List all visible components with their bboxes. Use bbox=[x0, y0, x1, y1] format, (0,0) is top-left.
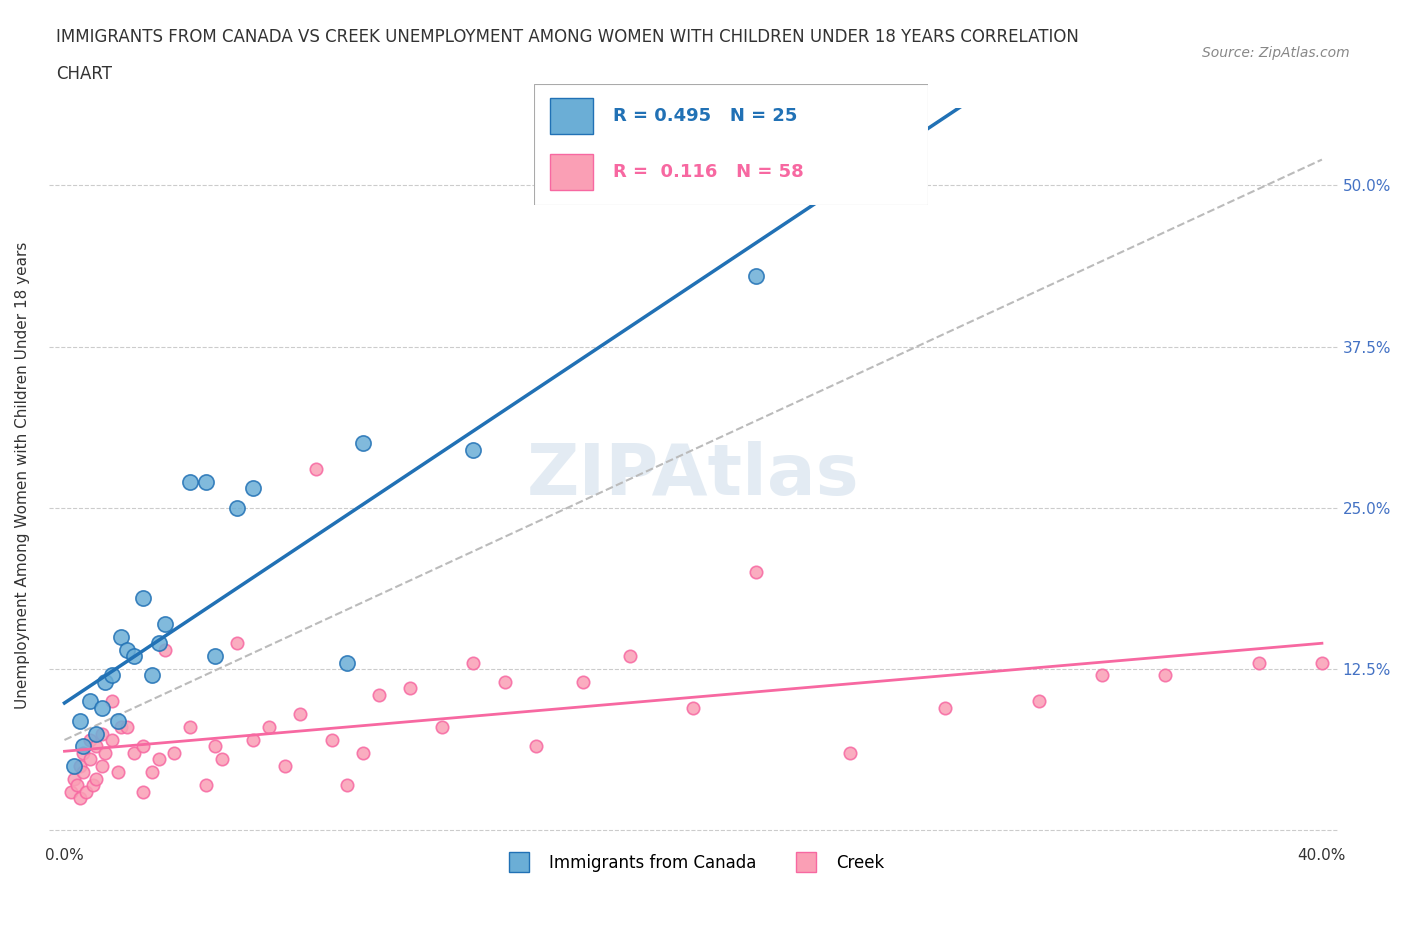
Y-axis label: Unemployment Among Women with Children Under 18 years: Unemployment Among Women with Children U… bbox=[15, 242, 30, 710]
FancyBboxPatch shape bbox=[534, 84, 928, 205]
Point bbox=[69, 713, 91, 728]
Point bbox=[153, 617, 176, 631]
Point bbox=[1028, 694, 1050, 709]
Point bbox=[132, 739, 155, 754]
Point bbox=[79, 694, 101, 709]
Point bbox=[66, 777, 89, 792]
Point bbox=[204, 739, 226, 754]
Point bbox=[572, 674, 595, 689]
Point bbox=[100, 733, 122, 748]
Point bbox=[290, 707, 312, 722]
Point bbox=[839, 746, 862, 761]
Point bbox=[72, 739, 94, 754]
Point bbox=[194, 474, 217, 489]
Point bbox=[69, 758, 91, 773]
Point bbox=[79, 751, 101, 766]
Point bbox=[336, 777, 359, 792]
Point bbox=[100, 694, 122, 709]
Point bbox=[110, 630, 132, 644]
Point bbox=[141, 668, 163, 683]
Point bbox=[1310, 655, 1333, 670]
Point bbox=[463, 655, 485, 670]
Point bbox=[399, 681, 422, 696]
Point bbox=[179, 720, 201, 735]
Point bbox=[257, 720, 280, 735]
Point bbox=[336, 655, 359, 670]
Point bbox=[1247, 655, 1270, 670]
Point bbox=[242, 733, 264, 748]
Point bbox=[352, 436, 374, 451]
Point bbox=[321, 733, 343, 748]
Point bbox=[84, 726, 107, 741]
FancyBboxPatch shape bbox=[550, 99, 593, 135]
Text: Source: ZipAtlas.com: Source: ZipAtlas.com bbox=[1202, 46, 1350, 60]
Point bbox=[745, 565, 768, 579]
Point bbox=[63, 758, 86, 773]
Point bbox=[430, 720, 453, 735]
Point bbox=[463, 443, 485, 458]
Point bbox=[94, 746, 117, 761]
Point bbox=[194, 777, 217, 792]
Point bbox=[110, 720, 132, 735]
Point bbox=[242, 481, 264, 496]
Point bbox=[107, 713, 129, 728]
Point bbox=[226, 636, 249, 651]
Point bbox=[619, 649, 641, 664]
Point bbox=[91, 726, 114, 741]
Point bbox=[163, 746, 186, 761]
Point bbox=[494, 674, 516, 689]
Point bbox=[69, 790, 91, 805]
Point bbox=[91, 758, 114, 773]
Point bbox=[934, 700, 956, 715]
Point bbox=[179, 474, 201, 489]
Text: R =  0.116   N = 58: R = 0.116 N = 58 bbox=[613, 163, 804, 181]
Point bbox=[226, 500, 249, 515]
Point bbox=[100, 668, 122, 683]
Point bbox=[122, 746, 145, 761]
Point bbox=[79, 733, 101, 748]
Point bbox=[148, 751, 170, 766]
Point bbox=[72, 764, 94, 779]
Point bbox=[352, 746, 374, 761]
Point bbox=[94, 674, 117, 689]
Point bbox=[107, 764, 129, 779]
Point bbox=[305, 461, 328, 476]
Legend: Immigrants from Canada, Creek: Immigrants from Canada, Creek bbox=[495, 847, 891, 879]
Point bbox=[59, 784, 82, 799]
Point bbox=[153, 643, 176, 658]
Point bbox=[132, 591, 155, 605]
Point bbox=[84, 771, 107, 786]
Point bbox=[148, 636, 170, 651]
Point bbox=[91, 700, 114, 715]
Text: R = 0.495   N = 25: R = 0.495 N = 25 bbox=[613, 107, 797, 126]
Point bbox=[117, 720, 139, 735]
Point bbox=[84, 739, 107, 754]
Text: IMMIGRANTS FROM CANADA VS CREEK UNEMPLOYMENT AMONG WOMEN WITH CHILDREN UNDER 18 : IMMIGRANTS FROM CANADA VS CREEK UNEMPLOY… bbox=[56, 28, 1080, 46]
Point bbox=[132, 784, 155, 799]
Point bbox=[273, 758, 295, 773]
Point bbox=[1091, 668, 1114, 683]
Point bbox=[204, 649, 226, 664]
Point bbox=[745, 268, 768, 283]
Point bbox=[1153, 668, 1175, 683]
Point bbox=[367, 687, 389, 702]
Point bbox=[211, 751, 233, 766]
Point bbox=[682, 700, 704, 715]
Point bbox=[63, 771, 86, 786]
Point bbox=[117, 643, 139, 658]
Point bbox=[76, 784, 98, 799]
Text: ZIPAtlas: ZIPAtlas bbox=[527, 441, 859, 510]
FancyBboxPatch shape bbox=[550, 153, 593, 190]
Text: CHART: CHART bbox=[56, 65, 112, 83]
Point bbox=[524, 739, 547, 754]
Point bbox=[141, 764, 163, 779]
Point bbox=[72, 746, 94, 761]
Point bbox=[82, 777, 104, 792]
Point bbox=[122, 649, 145, 664]
